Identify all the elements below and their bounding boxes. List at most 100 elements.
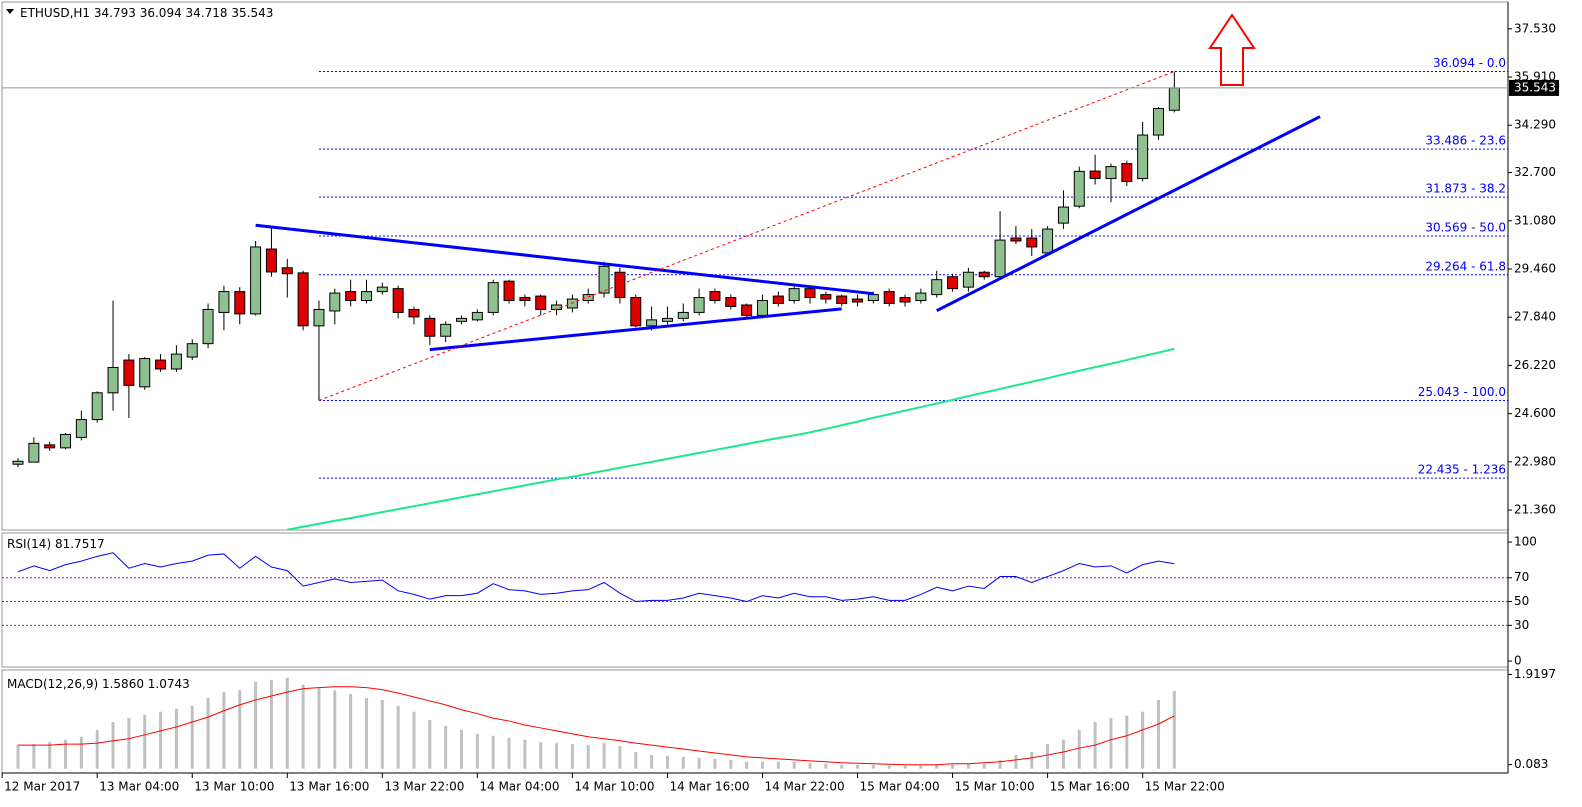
macd-bar [760,761,764,769]
y-tick-label: 32.700 [1514,165,1556,179]
fib-label: 33.486 - 23.6 [1425,134,1506,148]
current-price-box [1509,79,1559,96]
macd-bar [729,759,733,769]
candle-body [1073,170,1085,207]
candle-body [899,297,911,303]
y-tick-label: 0 [1514,654,1522,668]
macd-bar [380,699,384,769]
macd-bar [776,761,780,769]
macd-bar [111,722,115,769]
x-tick-label: 13 Mar 16:00 [289,780,369,794]
fib-label: 31.873 - 38.2 [1425,182,1506,196]
x-tick-label: 14 Mar 22:00 [764,780,844,794]
candle-body [360,291,372,302]
macd-bar [1077,729,1081,769]
macd-bar [238,690,242,769]
current-price-label: 35.543 [1514,80,1556,94]
candle-body [598,265,610,294]
macd-bar [269,679,273,769]
candle-body [408,308,420,318]
candle-body [107,366,119,394]
price-header: ETHUSD,H1 34.793 36.094 34.718 35.543 [20,6,273,20]
macd-bar [254,681,258,769]
candle-body [75,419,87,438]
up-arrow [1208,13,1256,86]
candle-body [867,294,879,302]
header-close: 35.543 [231,6,273,20]
macd-bar [570,744,574,769]
candle-body [392,288,404,313]
macd-bar [539,742,543,769]
y-tick-label: 30 [1514,618,1529,632]
x-tick-label: 15 Mar 10:00 [955,780,1035,794]
macd-bar [1014,754,1018,769]
candle-body [931,279,943,296]
y-tick-label: 100 [1514,535,1537,549]
y-tick-label: 29.460 [1514,261,1556,275]
macd-bar [634,751,638,769]
menu-triangle [6,9,14,14]
y-tick-label: 37.530 [1514,21,1556,35]
macd-bar [586,745,590,769]
candle-body [804,288,816,299]
candle-body [456,317,468,322]
macd-bar [48,742,52,769]
macd-bar [697,757,701,769]
macd-bar [364,697,368,769]
macd-bar [1125,715,1129,769]
candle-body [1121,163,1133,182]
macd-bar [64,739,68,769]
macd-bar [871,764,875,769]
candle-body [250,246,262,315]
trend-line [255,223,874,296]
x-tick-label: 14 Mar 16:00 [669,780,749,794]
macd-bar [301,684,305,769]
macd-bar [159,711,163,769]
candle-body [741,304,753,316]
candle-body [661,317,673,322]
y-tick-label: 24.600 [1514,406,1556,420]
candle-body [582,294,594,302]
macd-bar [951,764,955,769]
macd-bar [349,694,353,769]
candle-body [28,442,40,463]
y-tick-label: 70 [1514,570,1529,584]
macd-bar [1030,751,1034,769]
macd-bar [824,763,828,769]
macd-bar [460,729,464,769]
macd-bar [190,705,194,769]
symbol: ETHUSD,H1 [20,6,90,20]
macd-title: MACD(12,26,9) [7,677,98,691]
macd-bar [856,764,860,769]
y-tick-label: 0.083 [1514,757,1548,771]
macd-bar [808,762,812,769]
rsi-header: RSI(14) 81.7517 [7,537,105,551]
macd-bar [174,708,178,769]
macd-bar [396,705,400,769]
candle-body [170,353,182,370]
candle-body [424,317,436,337]
candle-body [234,291,246,315]
macd-bar [919,765,923,769]
candle-body [962,271,974,288]
candle-body [836,295,848,305]
fib-label: 29.264 - 61.8 [1425,259,1506,273]
candle-body [265,248,277,273]
candle-body [281,267,293,275]
candle-body [202,308,214,345]
macd-bar [491,735,495,769]
macd-bar [665,755,669,769]
macd-bar [840,764,844,769]
rsi-title: RSI(14) [7,537,51,551]
macd-bar [966,763,970,769]
candle-body [1057,206,1069,224]
macd-bar [792,761,796,769]
fib-label: 36.094 - 0.0 [1433,56,1506,70]
y-tick-label: 31.080 [1514,213,1556,227]
y-tick-label: 1.9197 [1514,667,1556,681]
candle-body [535,295,547,310]
macd-bar [650,754,654,769]
macd-bar [475,733,479,769]
candle-body [503,280,515,302]
macd-bar [317,687,321,769]
